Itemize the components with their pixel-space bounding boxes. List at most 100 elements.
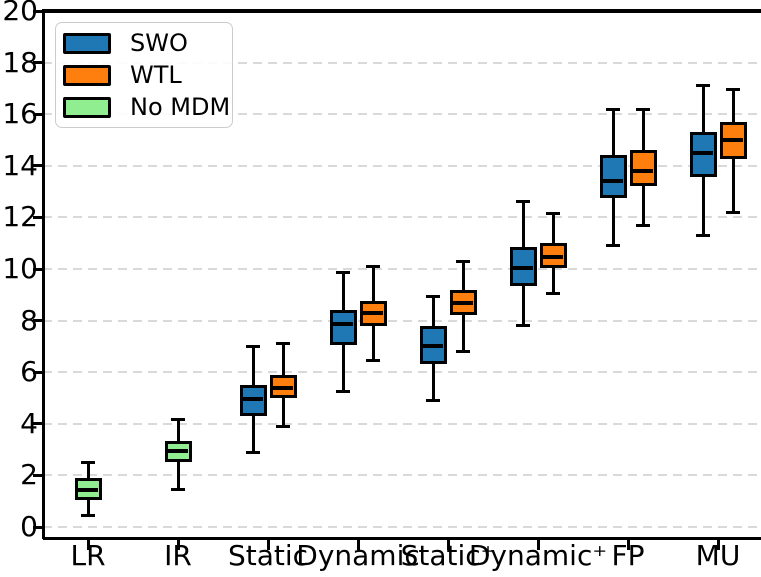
y-tick-label-18: 18 [2, 45, 38, 79]
box-static-wtl-cap-top [276, 342, 290, 346]
y-tick-label-2: 2 [20, 458, 38, 492]
y-tick-12 [33, 215, 43, 219]
box-dynamic-wtl-cap-top [366, 264, 380, 268]
x-tick-label-static: Static [227, 539, 309, 572]
box-fp-swo-cap-bottom [606, 244, 620, 248]
legend: SWO WTL No MDM [55, 22, 233, 128]
gridline-y-14 [43, 164, 761, 167]
box-fp-swo [599, 155, 627, 199]
legend-label-swo: SWO [130, 29, 188, 57]
x-tick-label-lr: LR [70, 539, 106, 572]
box-static-swo-cap-top [246, 344, 260, 348]
y-tick-label-10: 10 [2, 252, 38, 285]
box-dynamic-swo-median [513, 265, 533, 270]
bottom-spine [43, 536, 761, 540]
gridline-y-4 [43, 422, 761, 425]
box-mu-wtl-cap-bottom [726, 210, 740, 214]
y-tick-14 [33, 164, 43, 168]
box-fp-wtl [629, 150, 657, 187]
box-static-wtl-median [453, 300, 473, 305]
x-tick-label-static: Static⁺ [400, 539, 496, 572]
box-ir-no-mdm-median [168, 448, 188, 453]
y-tick-label-12: 12 [2, 200, 38, 234]
box-ir-no-mdm-cap-top [171, 418, 185, 422]
legend-label-no-mdm: No MDM [130, 93, 231, 121]
gridline-y-12 [43, 216, 761, 219]
box-lr-no-mdm-median [78, 487, 98, 492]
box-dynamic-wtl-median [363, 310, 383, 315]
box-mu-swo-cap-bottom [696, 233, 710, 237]
x-tick-label-fp: FP [611, 539, 645, 572]
x-tick-static [266, 539, 270, 550]
box-static-swo-cap-bottom [426, 399, 440, 403]
x-tick-label-mu: MU [695, 539, 741, 572]
x-tick-fp [626, 539, 630, 550]
box-lr-no-mdm-cap-top [81, 461, 95, 464]
box-static-swo-cap-bottom [246, 450, 260, 454]
box-fp-wtl-median [633, 168, 653, 173]
y-tick-2 [33, 473, 43, 477]
box-dynamic-swo-cap-top [336, 271, 350, 275]
box-dynamic-swo-cap-top [516, 200, 530, 204]
box-mu-swo-median [693, 150, 713, 155]
box-dynamic-wtl-median [543, 255, 563, 260]
box-static-wtl-cap-top [456, 259, 470, 263]
box-dynamic-wtl-cap-bottom [546, 292, 560, 295]
box-ir-no-mdm-cap-bottom [171, 488, 185, 492]
legend-swatch-no-mdm [63, 96, 111, 118]
legend-item-no-mdm: No MDM [63, 92, 232, 122]
box-static-swo-cap-top [426, 294, 440, 298]
box-dynamic-swo-median [333, 322, 353, 327]
gridline-y-6 [43, 371, 761, 374]
x-tick-lr [86, 539, 90, 550]
left-spine [42, 9, 45, 539]
y-tick-label-14: 14 [2, 148, 38, 182]
x-tick-static [446, 539, 450, 550]
box-fp-swo-median [603, 179, 623, 184]
y-tick-0 [33, 525, 43, 529]
box-dynamic-wtl-cap-top [546, 212, 560, 216]
legend-item-swo: SWO [63, 28, 232, 58]
box-mu-swo-cap-top [696, 84, 710, 88]
box-fp-wtl-cap-top [636, 107, 650, 111]
x-tick-mu [716, 539, 720, 550]
x-tick-dynamic [356, 539, 360, 550]
box-dynamic-swo-cap-bottom [516, 324, 530, 328]
x-tick-label-dynamic: Dynamic⁺ [468, 539, 608, 572]
legend-item-wtl: WTL [63, 60, 232, 90]
box-static-wtl-cap-bottom [276, 424, 290, 428]
x-tick-label-dynamic: Dynamic [296, 539, 420, 572]
gridline-y-10 [43, 268, 761, 270]
box-static-swo-median [243, 397, 263, 402]
box-dynamic-swo-cap-bottom [336, 390, 350, 394]
legend-swatch-swo [63, 32, 111, 54]
y-tick-6 [33, 370, 43, 374]
x-tick-ir [176, 539, 180, 550]
box-mu-wtl-median [723, 138, 743, 142]
y-tick-18 [33, 61, 43, 65]
gridline-y-16 [43, 113, 761, 116]
box-fp-swo-cap-top [606, 107, 620, 111]
box-mu-wtl-cap-top [726, 88, 740, 92]
gridline-y-18 [43, 61, 761, 64]
box-static-wtl [449, 289, 477, 316]
y-tick-8 [33, 319, 43, 323]
y-tick-20 [33, 9, 43, 13]
gridline-y-8 [43, 319, 761, 322]
y-tick-4 [33, 422, 43, 426]
box-static-wtl-cap-bottom [456, 350, 470, 354]
y-tick-label-0: 0 [20, 510, 38, 543]
box-static-swo-median [423, 344, 443, 349]
legend-label-wtl: WTL [130, 61, 182, 89]
box-dynamic-wtl-cap-bottom [366, 359, 380, 363]
y-tick-label-16: 16 [2, 97, 38, 131]
box-lr-no-mdm-cap-bottom [81, 513, 95, 517]
y-tick-label-4: 4 [20, 406, 38, 440]
box-fp-wtl-cap-bottom [636, 223, 650, 227]
box-dynamic-swo [329, 310, 357, 346]
y-tick-16 [33, 112, 43, 116]
y-tick-10 [33, 267, 43, 271]
gridline-y-0 [43, 526, 761, 528]
x-tick-dynamic [536, 539, 540, 550]
